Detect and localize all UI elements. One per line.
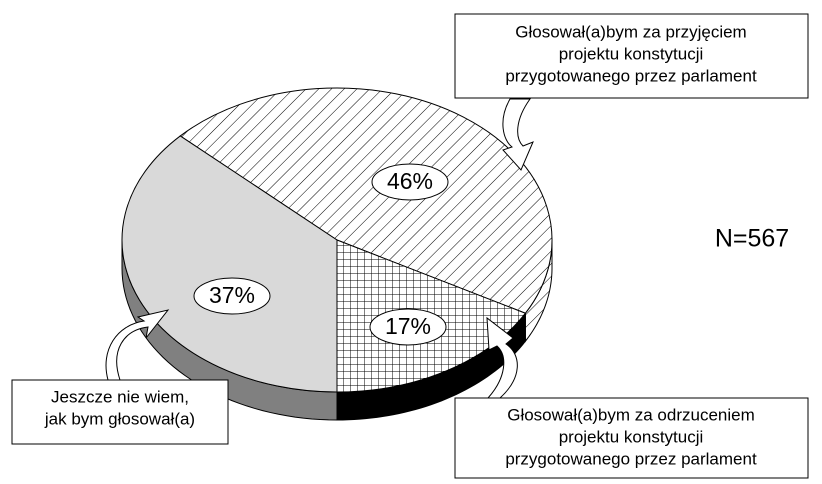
category-label: przygotowanego przez parlament	[505, 449, 757, 468]
value-label: 46%	[387, 168, 433, 194]
category-label: jak bym głosował(a)	[44, 409, 195, 428]
category-label: projektu konstytucji	[559, 44, 704, 63]
value-label: 37%	[209, 282, 255, 308]
value-label-bg	[193, 277, 271, 315]
value-label-bg	[369, 308, 447, 346]
annotations: N=567 Głosował(a)bym za przyjęciem projek…	[11, 13, 809, 479]
callout-box	[454, 13, 809, 99]
value-label: 17%	[385, 313, 431, 339]
callout-arrow	[105, 309, 170, 381]
value-label-bg	[371, 163, 449, 201]
callout-arrow	[486, 316, 518, 399]
sample-size: N=567	[715, 225, 789, 253]
slice	[179, 87, 553, 314]
category-label: Głosował(a)bym za przyjęciem	[515, 22, 746, 41]
category-label: projektu konstytucji	[559, 427, 704, 446]
callout-arrow	[502, 98, 534, 171]
category-label: Jeszcze nie wiem,	[51, 387, 189, 406]
category-label: przygotowanego przez parlament	[505, 66, 757, 85]
category-label: Głosował(a)bym za odrzuceniem	[507, 405, 755, 424]
callout-box	[454, 397, 809, 479]
pie: 46% 17% 37%	[121, 87, 553, 421]
slice	[121, 135, 338, 393]
callout-box	[11, 379, 229, 445]
